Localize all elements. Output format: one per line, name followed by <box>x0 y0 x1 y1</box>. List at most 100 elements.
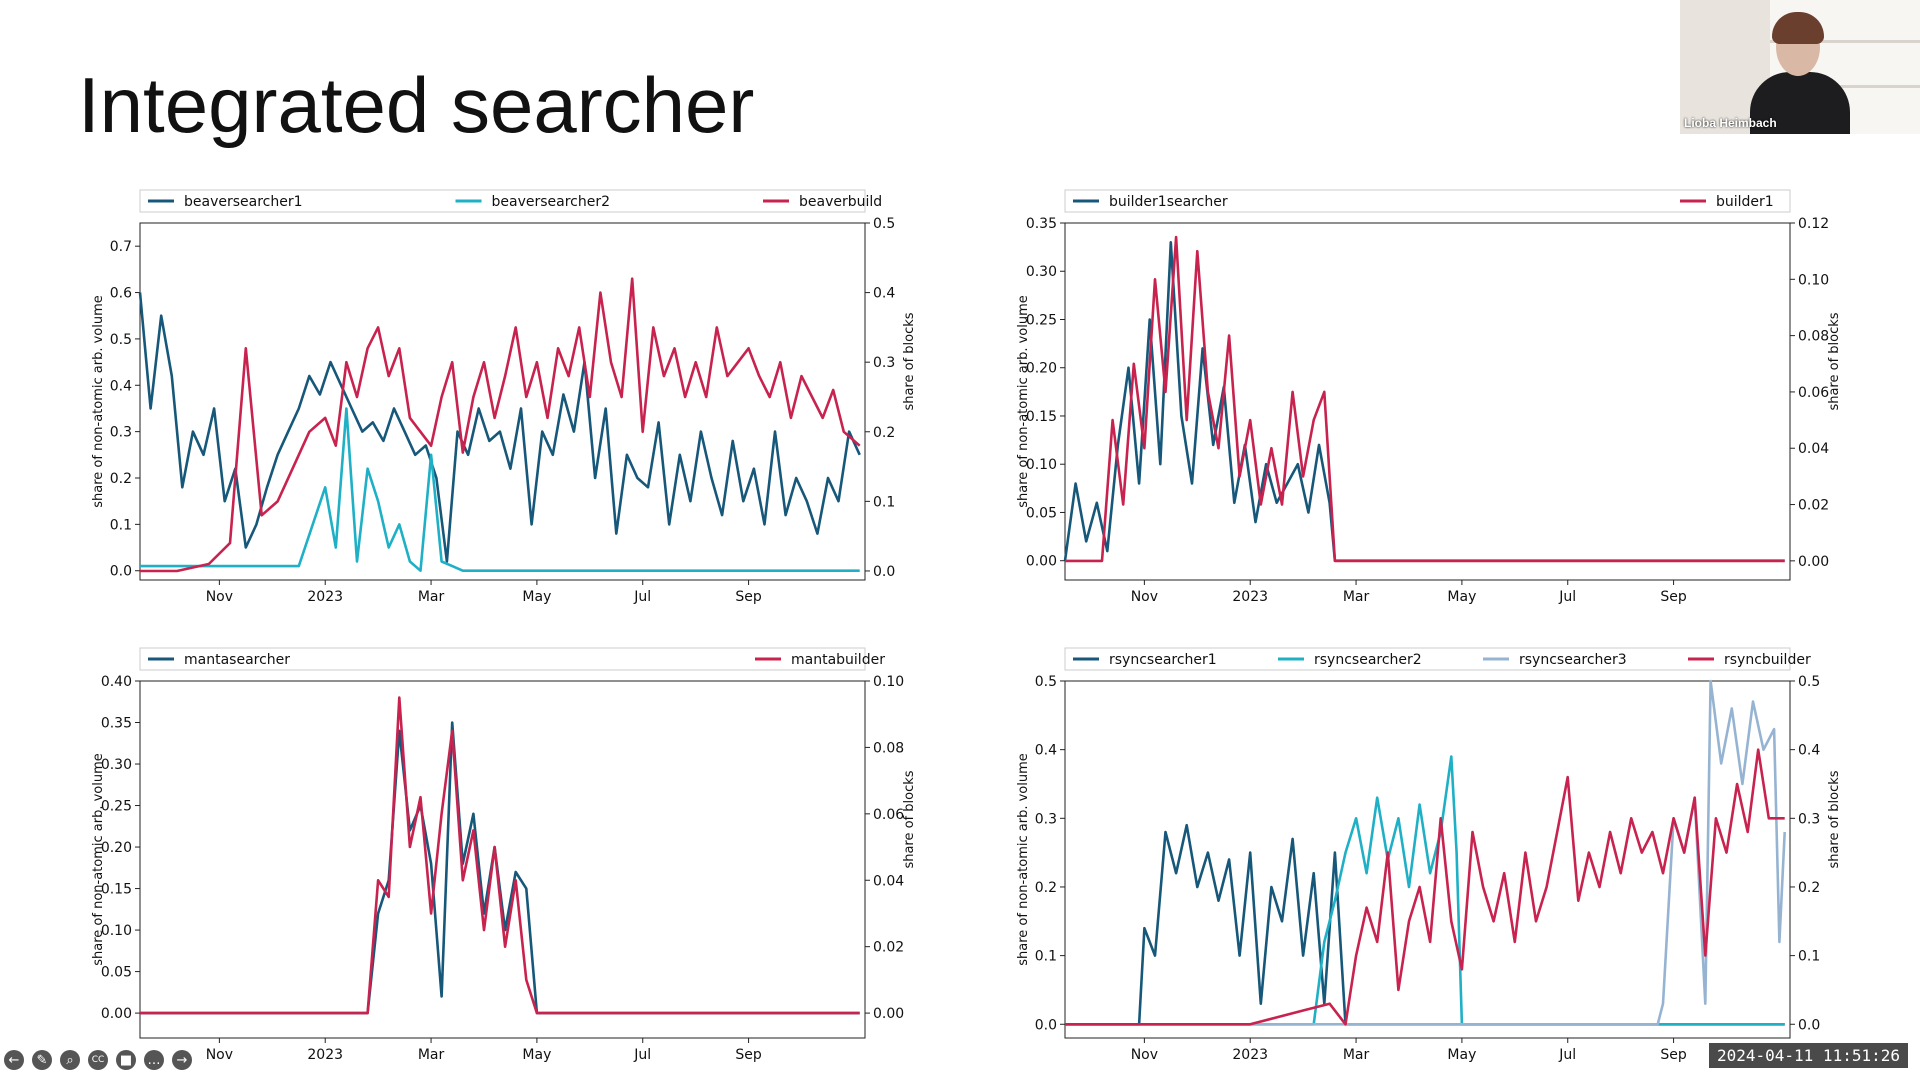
series-line-beaversearcher1 <box>138 292 861 563</box>
y-tick-label: 0.10 <box>1026 457 1057 473</box>
x-tick-label: Sep <box>1660 589 1687 605</box>
y-tick-label: 0.3 <box>110 425 132 441</box>
x-tick-label: Sep <box>735 1047 762 1063</box>
series-line-rsyncbuilder <box>1065 748 1785 1026</box>
legend-label: builder1 <box>1716 194 1774 210</box>
plot-frame <box>139 222 866 581</box>
y-tick-label: 0.30 <box>101 757 132 773</box>
y2-axis-label: share of blocks <box>902 312 917 410</box>
chart-svg: builder1searcher builder1 0.00 0.05 0.10 0.15… <box>1016 189 1842 605</box>
legend-label: builder1searcher <box>1109 194 1228 210</box>
y2-tick-label: 0.1 <box>873 494 895 510</box>
y2-tick-label: 0.10 <box>1798 272 1829 288</box>
legend-label: mantabuilder <box>791 652 885 668</box>
series-line-rsyncsearcher3 <box>1065 679 1786 1026</box>
y-axis-label: share of non-atomic arb. volume <box>91 753 106 966</box>
x-tick-label: Mar <box>1343 1047 1370 1063</box>
y-tick-label: 0.40 <box>101 674 132 690</box>
y2-tick-label: 0.06 <box>1798 385 1829 401</box>
y2-axis-label: share of blocks <box>1827 770 1842 868</box>
y-tick-label: 0.3 <box>1035 811 1057 827</box>
y-tick-label: 0.0 <box>110 564 132 580</box>
y2-tick-label: 0.06 <box>873 807 904 823</box>
y2-tick-label: 0.08 <box>873 740 904 756</box>
y-tick-label: 0.35 <box>1026 216 1057 232</box>
chart-beaver: beaversearcher1 beaversearcher2 beaverbuil… <box>80 185 980 625</box>
x-tick-label: 2023 <box>307 589 343 605</box>
y2-tick-label: 0.04 <box>873 873 904 889</box>
plot-frame <box>139 680 866 1039</box>
x-tick-label: Jul <box>1558 589 1576 605</box>
chart-svg: mantasearcher mantabuilder 0.00 0.05 0.10 0.1… <box>91 647 917 1063</box>
y-tick-label: 0.25 <box>1026 312 1057 328</box>
forward-icon[interactable]: → <box>172 1050 192 1070</box>
recording-timestamp: 2024-04-11 11:51:26 <box>1708 1043 1908 1068</box>
y2-tick-label: 0.0 <box>1798 1017 1820 1033</box>
legend-label: beaverbuild <box>799 194 882 210</box>
legend-label: rsyncbuilder <box>1724 652 1811 668</box>
y2-tick-label: 0.10 <box>873 674 904 690</box>
y-tick-label: 0.35 <box>101 716 132 732</box>
x-tick-label: Mar <box>418 1047 445 1063</box>
series-line-mantabuilder <box>140 696 860 1015</box>
y-tick-label: 0.05 <box>101 965 132 981</box>
x-tick-label: Nov <box>206 1047 233 1063</box>
legend-box <box>139 647 866 671</box>
y2-tick-label: 0.02 <box>873 940 904 956</box>
legend-label: rsyncsearcher1 <box>1109 652 1217 668</box>
legend-label: beaversearcher2 <box>492 194 611 210</box>
y-tick-label: 0.5 <box>1035 674 1057 690</box>
captions-icon[interactable]: CC <box>88 1050 108 1070</box>
y2-tick-label: 0.02 <box>1798 498 1829 514</box>
shelf-line <box>1770 40 1920 43</box>
x-tick-label: Mar <box>1343 589 1370 605</box>
zoom-icon[interactable]: ⌕ <box>60 1050 80 1070</box>
x-tick-label: 2023 <box>1232 589 1268 605</box>
y-tick-label: 0.2 <box>1035 880 1057 896</box>
y2-tick-label: 0.00 <box>873 1006 904 1022</box>
y-tick-label: 0.15 <box>101 882 132 898</box>
speaker-body <box>1750 72 1850 134</box>
y2-tick-label: 0.2 <box>1798 880 1820 896</box>
slide-title: Integrated searcher <box>78 61 755 149</box>
more-icon[interactable]: … <box>144 1050 164 1070</box>
y-tick-label: 0.5 <box>110 332 132 348</box>
y-axis-label: share of non-atomic arb. volume <box>91 295 106 508</box>
legend-box <box>1064 647 1791 671</box>
y2-axis-label: share of blocks <box>1827 312 1842 410</box>
y-tick-label: 0.20 <box>101 840 132 856</box>
chart-rsync: rsyncsearcher1 rsyncsearcher2 rsyncsearche… <box>1005 643 1905 1083</box>
shelf-line <box>1770 85 1920 88</box>
y-tick-label: 0.05 <box>1026 505 1057 521</box>
y2-tick-label: 0.4 <box>873 286 895 302</box>
y-axis-label: share of non-atomic arb. volume <box>1016 295 1031 508</box>
camera-icon[interactable]: ■ <box>116 1050 136 1070</box>
series-line-beaverbuild <box>140 277 861 573</box>
legend-label: rsyncsearcher2 <box>1314 652 1422 668</box>
series-line-rsyncsearcher2 <box>1065 755 1785 1026</box>
y2-tick-label: 0.5 <box>1798 674 1820 690</box>
series-line-rsyncsearcher1 <box>1065 823 1785 1026</box>
x-tick-label: Sep <box>1660 1047 1687 1063</box>
y2-tick-label: 0.1 <box>1798 949 1820 965</box>
back-icon[interactable]: ← <box>4 1050 24 1070</box>
y2-tick-label: 0.4 <box>1798 743 1820 759</box>
y-tick-label: 0.4 <box>110 378 132 394</box>
x-tick-label: May <box>522 1047 551 1063</box>
chart-svg: rsyncsearcher1 rsyncsearcher2 rsyncsearche… <box>1016 647 1842 1063</box>
x-tick-label: Nov <box>1131 589 1158 605</box>
y-tick-label: 0.6 <box>110 286 132 302</box>
y-tick-label: 0.1 <box>1035 949 1057 965</box>
x-tick-label: May <box>1447 589 1476 605</box>
series-line-mantasearcher <box>140 721 860 1015</box>
legend-box <box>139 189 866 213</box>
chart-builder1: builder1searcher builder1 0.00 0.05 0.10 0.15… <box>1005 185 1905 625</box>
plot-frame <box>1064 680 1791 1039</box>
series-line-beaversearcher2 <box>140 407 860 573</box>
x-tick-label: Jul <box>1558 1047 1576 1063</box>
x-tick-label: 2023 <box>1232 1047 1268 1063</box>
series-line-builder1 <box>1065 235 1785 563</box>
pen-icon[interactable]: ✎ <box>32 1050 52 1070</box>
x-tick-label: Mar <box>418 589 445 605</box>
y2-tick-label: 0.3 <box>1798 811 1820 827</box>
